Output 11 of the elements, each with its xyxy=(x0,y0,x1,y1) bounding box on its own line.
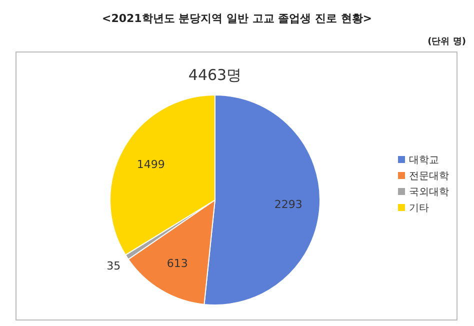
chart-title: <2021학년도 분당지역 일반 고교 졸업생 진로 현황> xyxy=(102,12,372,25)
text: (단위 명) xyxy=(428,37,466,47)
legend-label: 전문대학 xyxy=(409,171,449,182)
chart-subtitle: 4463명 xyxy=(188,66,242,84)
data-label: 2293 xyxy=(274,198,302,211)
data-label: 1499 xyxy=(136,158,165,172)
data-label: 35 xyxy=(106,260,121,273)
legend-label: 국외대학 xyxy=(409,187,449,198)
data-label: 613 xyxy=(166,257,188,270)
legend-label: 기타 xyxy=(409,203,429,214)
legend-label: 대학교 xyxy=(409,155,439,166)
